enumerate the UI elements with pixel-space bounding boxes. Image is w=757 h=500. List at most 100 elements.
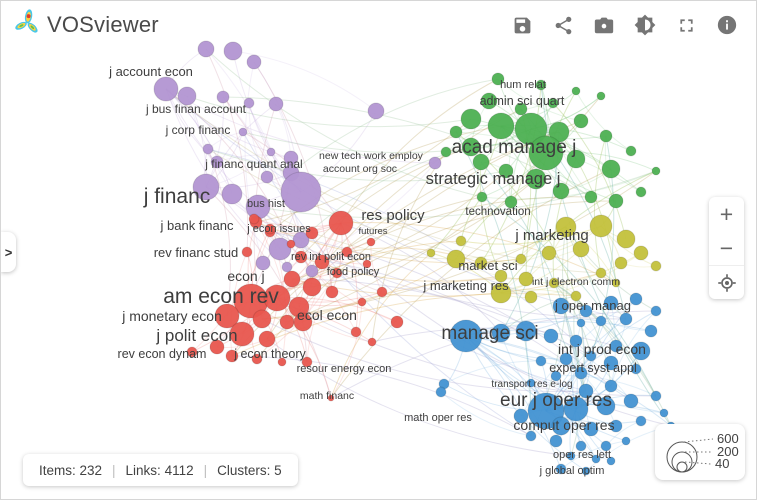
network-node[interactable] (541, 245, 557, 261)
network-node[interactable] (376, 286, 388, 298)
network-node[interactable] (515, 253, 527, 265)
node-label[interactable]: j account econ (108, 64, 193, 79)
network-node[interactable] (186, 346, 198, 358)
network-node[interactable] (550, 370, 562, 382)
network-node[interactable] (571, 86, 581, 96)
node-label[interactable]: j marketing (514, 227, 588, 244)
node-label[interactable]: oper res lett (553, 449, 611, 461)
network-node[interactable] (281, 261, 293, 273)
network-node[interactable] (570, 290, 582, 302)
network-node[interactable] (255, 255, 271, 271)
network-node[interactable] (214, 303, 240, 329)
network-node[interactable] (301, 356, 313, 368)
network-node[interactable] (555, 463, 567, 475)
node-label[interactable]: manage sci (441, 323, 538, 344)
network-node[interactable] (491, 72, 505, 86)
network-node[interactable] (449, 319, 483, 353)
network-node[interactable] (659, 408, 669, 418)
info-icon[interactable] (715, 13, 739, 37)
network-node[interactable] (585, 350, 597, 362)
network-node[interactable] (446, 249, 466, 269)
network-node[interactable] (548, 277, 560, 289)
network-node[interactable] (192, 173, 220, 201)
network-node[interactable] (210, 155, 224, 169)
contrast-icon[interactable] (633, 13, 657, 37)
node-label[interactable]: acad manage j (452, 137, 577, 158)
network-node[interactable] (650, 305, 662, 317)
node-label[interactable]: j corp financ (165, 123, 231, 137)
network-node[interactable] (292, 231, 310, 249)
node-label[interactable]: j marketing res (422, 278, 509, 293)
network-node[interactable] (526, 378, 536, 388)
network-node[interactable] (302, 277, 322, 297)
network-node[interactable] (357, 297, 367, 307)
network-node[interactable] (328, 210, 354, 236)
side-panel-toggle[interactable]: > (1, 232, 16, 272)
network-node[interactable] (241, 246, 253, 258)
network-node[interactable] (573, 113, 589, 129)
network-node[interactable] (635, 186, 647, 198)
network-node[interactable] (591, 454, 601, 464)
network-node[interactable] (221, 183, 243, 205)
network-node[interactable] (635, 415, 647, 427)
network-node[interactable] (294, 250, 308, 264)
network-node[interactable] (331, 267, 343, 279)
network-node[interactable] (611, 278, 621, 288)
network-node[interactable] (305, 264, 319, 278)
network-node[interactable] (603, 295, 619, 311)
network-node[interactable] (619, 312, 633, 326)
node-label[interactable]: rev econ dynam (118, 347, 207, 361)
network-node[interactable] (524, 290, 538, 304)
network-node[interactable] (280, 171, 322, 213)
network-node[interactable] (246, 54, 262, 70)
network-node[interactable] (551, 416, 571, 436)
network-node[interactable] (266, 147, 276, 157)
network-node[interactable] (223, 41, 243, 61)
network-node[interactable] (596, 91, 606, 101)
network-node[interactable] (572, 240, 590, 258)
network-node[interactable] (584, 190, 598, 204)
network-node[interactable] (367, 102, 385, 120)
network-node[interactable] (576, 318, 586, 328)
network-node[interactable] (552, 182, 570, 200)
network-node[interactable] (268, 96, 284, 112)
network-node[interactable] (644, 324, 658, 338)
network-node[interactable] (472, 153, 490, 171)
node-label[interactable]: int j prod econ (558, 341, 646, 357)
network-node[interactable] (498, 163, 514, 179)
node-label[interactable]: transport res e-log (491, 379, 572, 390)
node-label[interactable]: int j electron comm (532, 276, 620, 288)
network-node[interactable] (305, 226, 319, 240)
network-node[interactable] (651, 166, 661, 176)
network-node[interactable] (630, 363, 642, 375)
node-label[interactable]: j econ theory (233, 347, 306, 361)
network-node[interactable] (327, 394, 335, 402)
network-node[interactable] (616, 229, 636, 249)
network-node[interactable] (625, 145, 637, 157)
network-node[interactable] (490, 282, 512, 304)
network-node[interactable] (449, 125, 463, 139)
node-label[interactable]: technovation (465, 206, 530, 218)
network-node[interactable] (559, 352, 573, 366)
network-node[interactable] (650, 260, 662, 272)
network-node[interactable] (569, 334, 583, 348)
network-node[interactable] (366, 237, 376, 247)
network-node[interactable] (574, 366, 588, 380)
network-node[interactable] (216, 90, 230, 104)
network-node[interactable] (426, 248, 436, 258)
node-label[interactable]: j financ (143, 185, 211, 208)
network-node[interactable] (535, 355, 547, 367)
node-label[interactable]: math oper res (404, 412, 472, 424)
node-label[interactable]: j oper manag (554, 298, 631, 313)
network-node[interactable] (248, 213, 260, 225)
network-node[interactable] (633, 245, 649, 261)
network-node[interactable] (314, 254, 330, 270)
network-node[interactable] (596, 396, 616, 416)
network-node[interactable] (608, 193, 624, 209)
network-node[interactable] (487, 112, 515, 140)
network-node[interactable] (238, 127, 248, 137)
network-node[interactable] (197, 40, 215, 58)
network-node[interactable] (621, 436, 631, 446)
node-label[interactable]: j econ issues (246, 223, 311, 235)
